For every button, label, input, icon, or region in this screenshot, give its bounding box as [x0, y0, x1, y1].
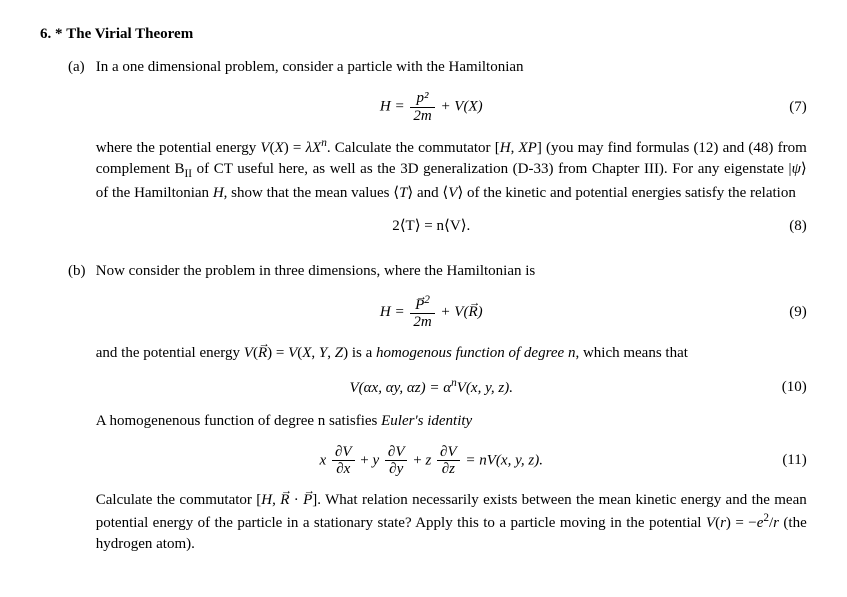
equation-7: H = p² 2m + V(X) (7): [96, 90, 807, 124]
equation-11: x ∂V ∂x + y ∂V ∂y + z ∂V ∂z = nV(x, y, z…: [96, 444, 807, 478]
eq8-content: 2⟨T⟩ = n⟨V⟩.: [96, 216, 767, 237]
eq10-content: V(αx, αy, αz) = αnV(x, y, z).: [96, 376, 767, 399]
part-b-intro: Now consider the problem in three dimens…: [96, 263, 535, 279]
problem-header: 6. * The Virial Theorem: [40, 24, 807, 45]
eq11-f1: ∂V ∂x: [332, 444, 355, 478]
homog-pre: and the potential energy V(R) = V(X, Y, …: [96, 345, 376, 361]
eq9-R: R: [468, 302, 477, 323]
eq7-num: p²: [410, 90, 434, 108]
part-b-homog: and the potential energy V(R) = V(X, Y, …: [96, 343, 807, 364]
equation-9: H = P2 2m + V(R) (9): [96, 294, 807, 331]
eq11-f2n: ∂V: [385, 444, 408, 462]
part-a: (a) In a one dimensional problem, consid…: [68, 57, 807, 249]
eq9-plus: + V(: [440, 304, 468, 320]
eq7-tail: + V(X): [440, 98, 482, 114]
problem-number: 6. *: [40, 26, 63, 42]
euler-pre: A homogenenous function of degree n sati…: [96, 413, 381, 429]
homog-em: homogenous function of degree n: [376, 345, 575, 361]
eq10-number: (10): [767, 377, 807, 398]
problem-title: The Virial Theorem: [66, 26, 193, 42]
equation-8: 2⟨T⟩ = n⟨V⟩. (8): [96, 216, 807, 237]
part-b-label: (b): [68, 261, 92, 282]
eq11-z: z: [425, 452, 431, 468]
part-a-paragraph: where the potential energy V(X) = λXn. C…: [96, 136, 807, 204]
eq9-num: P2: [410, 294, 434, 315]
eq11-y: y: [372, 452, 379, 468]
eq11-f2: ∂V ∂y: [385, 444, 408, 478]
eq9-den: 2m: [410, 314, 434, 331]
eq11-f3n: ∂V: [437, 444, 460, 462]
eq7-number: (7): [767, 97, 807, 118]
homog-post: , which means that: [575, 345, 687, 361]
euler-em: Euler's identity: [381, 413, 472, 429]
part-b-euler: A homogenenous function of degree n sati…: [96, 411, 807, 432]
eq7-frac: p² 2m: [410, 90, 434, 124]
equation-10: V(αx, αy, αz) = αnV(x, y, z). (10): [96, 376, 807, 399]
part-b: (b) Now consider the problem in three di…: [68, 261, 807, 555]
eq11-rhs: = nV(x, y, z).: [465, 452, 543, 468]
eq9-frac: P2 2m: [410, 294, 434, 331]
part-a-intro: In a one dimensional problem, consider a…: [96, 59, 524, 75]
eq11-number: (11): [767, 450, 807, 471]
part-b-body: Now consider the problem in three dimens…: [96, 261, 807, 555]
eq8-number: (8): [767, 216, 807, 237]
eq7-den: 2m: [410, 108, 434, 125]
part-a-body: In a one dimensional problem, consider a…: [96, 57, 807, 249]
eq11-f1n: ∂V: [332, 444, 355, 462]
eq9-H: H =: [380, 304, 405, 320]
eq11-f1d: ∂x: [332, 461, 355, 478]
eq7-content: H = p² 2m + V(X): [96, 90, 767, 124]
eq11-f2d: ∂y: [385, 461, 408, 478]
eq9-number: (9): [767, 302, 807, 323]
eq11-x: x: [320, 452, 327, 468]
part-a-label: (a): [68, 57, 92, 78]
eq11-p1: +: [360, 452, 372, 468]
eq7-H: H =: [380, 98, 405, 114]
eq11-content: x ∂V ∂x + y ∂V ∂y + z ∂V ∂z = nV(x, y, z…: [96, 444, 767, 478]
eq11-f3: ∂V ∂z: [437, 444, 460, 478]
eq11-p2: +: [413, 452, 425, 468]
part-b-final: Calculate the commutator [H, R · P]. Wha…: [96, 490, 807, 555]
eq9-content: H = P2 2m + V(R): [96, 294, 767, 331]
eq11-f3d: ∂z: [437, 461, 460, 478]
